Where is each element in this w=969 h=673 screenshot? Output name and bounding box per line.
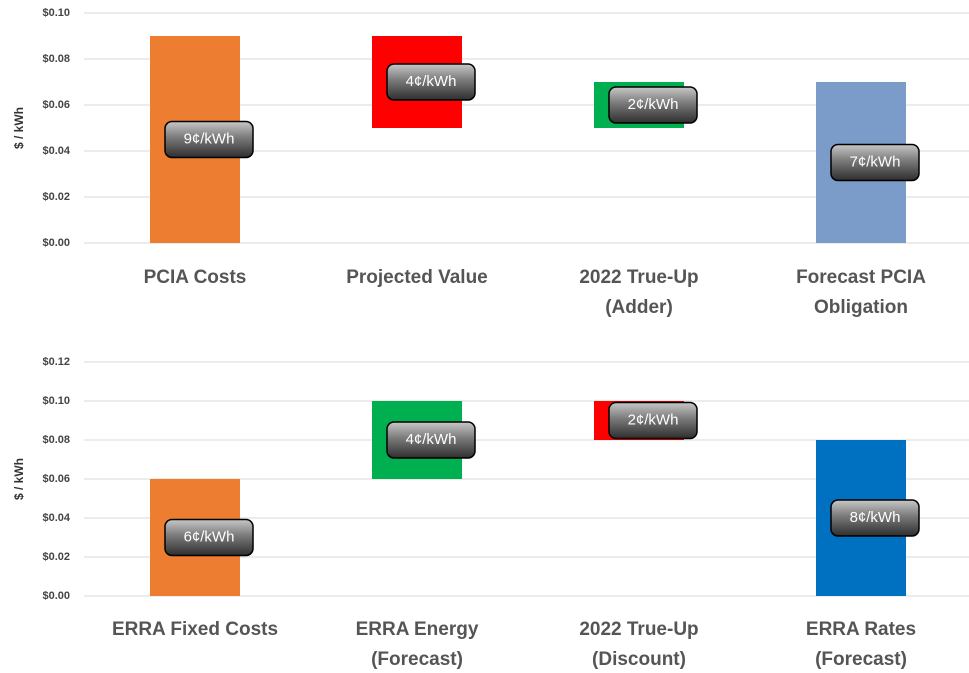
y-tick-label: $0.04 [42, 145, 70, 157]
value-label: 6¢/kWh [184, 528, 235, 545]
x-tick-label: 2022 True-Up [579, 619, 698, 640]
value-label-box [608, 401, 698, 440]
y-tick-label: $0.10 [42, 7, 70, 19]
x-tick-label: Projected Value [346, 267, 488, 288]
x-tick-label: Obligation [814, 297, 908, 318]
y-axis-label: $ / kWh [12, 107, 26, 149]
x-tick-label: (Adder) [605, 297, 673, 318]
value-label: 2¢/kWh [628, 96, 679, 113]
x-tick-label: (Forecast) [371, 649, 463, 670]
x-tick-label: Forecast PCIA [796, 267, 926, 288]
x-tick-label: (Discount) [592, 649, 686, 670]
value-label: 8¢/kWh [850, 509, 901, 526]
value-label: 2¢/kWh [628, 411, 679, 428]
y-tick-label: $0.10 [42, 395, 70, 407]
x-tick-label: ERRA Fixed Costs [112, 619, 278, 640]
value-label-box [386, 421, 476, 459]
x-tick-label: 2022 True-Up [579, 267, 698, 288]
y-tick-label: $0.08 [42, 434, 70, 446]
x-tick-label: ERRA Rates [806, 619, 916, 640]
value-label: 4¢/kWh [406, 431, 457, 448]
y-tick-label: $0.00 [42, 590, 70, 602]
value-label: 7¢/kWh [850, 153, 901, 170]
value-label-box [608, 86, 698, 124]
value-label-box [164, 120, 254, 159]
y-tick-label: $0.02 [42, 551, 70, 563]
x-tick-label: PCIA Costs [144, 267, 247, 288]
y-tick-label: $0.12 [42, 356, 70, 368]
value-label-box [830, 499, 920, 537]
value-label: 4¢/kWh [406, 73, 457, 90]
value-label-box [164, 518, 254, 557]
y-tick-label: $0.08 [42, 53, 70, 65]
y-tick-label: $0.06 [42, 473, 70, 485]
y-tick-label: $0.02 [42, 191, 70, 203]
x-tick-label: ERRA Energy [356, 619, 479, 640]
value-label-box [386, 63, 476, 101]
x-tick-label: (Forecast) [815, 649, 907, 670]
y-tick-label: $0.00 [42, 237, 70, 249]
y-tick-label: $0.06 [42, 99, 70, 111]
y-tick-label: $0.04 [42, 512, 70, 524]
value-label-box [830, 143, 920, 182]
y-axis-label: $ / kWh [12, 458, 26, 500]
value-label: 9¢/kWh [184, 130, 235, 147]
